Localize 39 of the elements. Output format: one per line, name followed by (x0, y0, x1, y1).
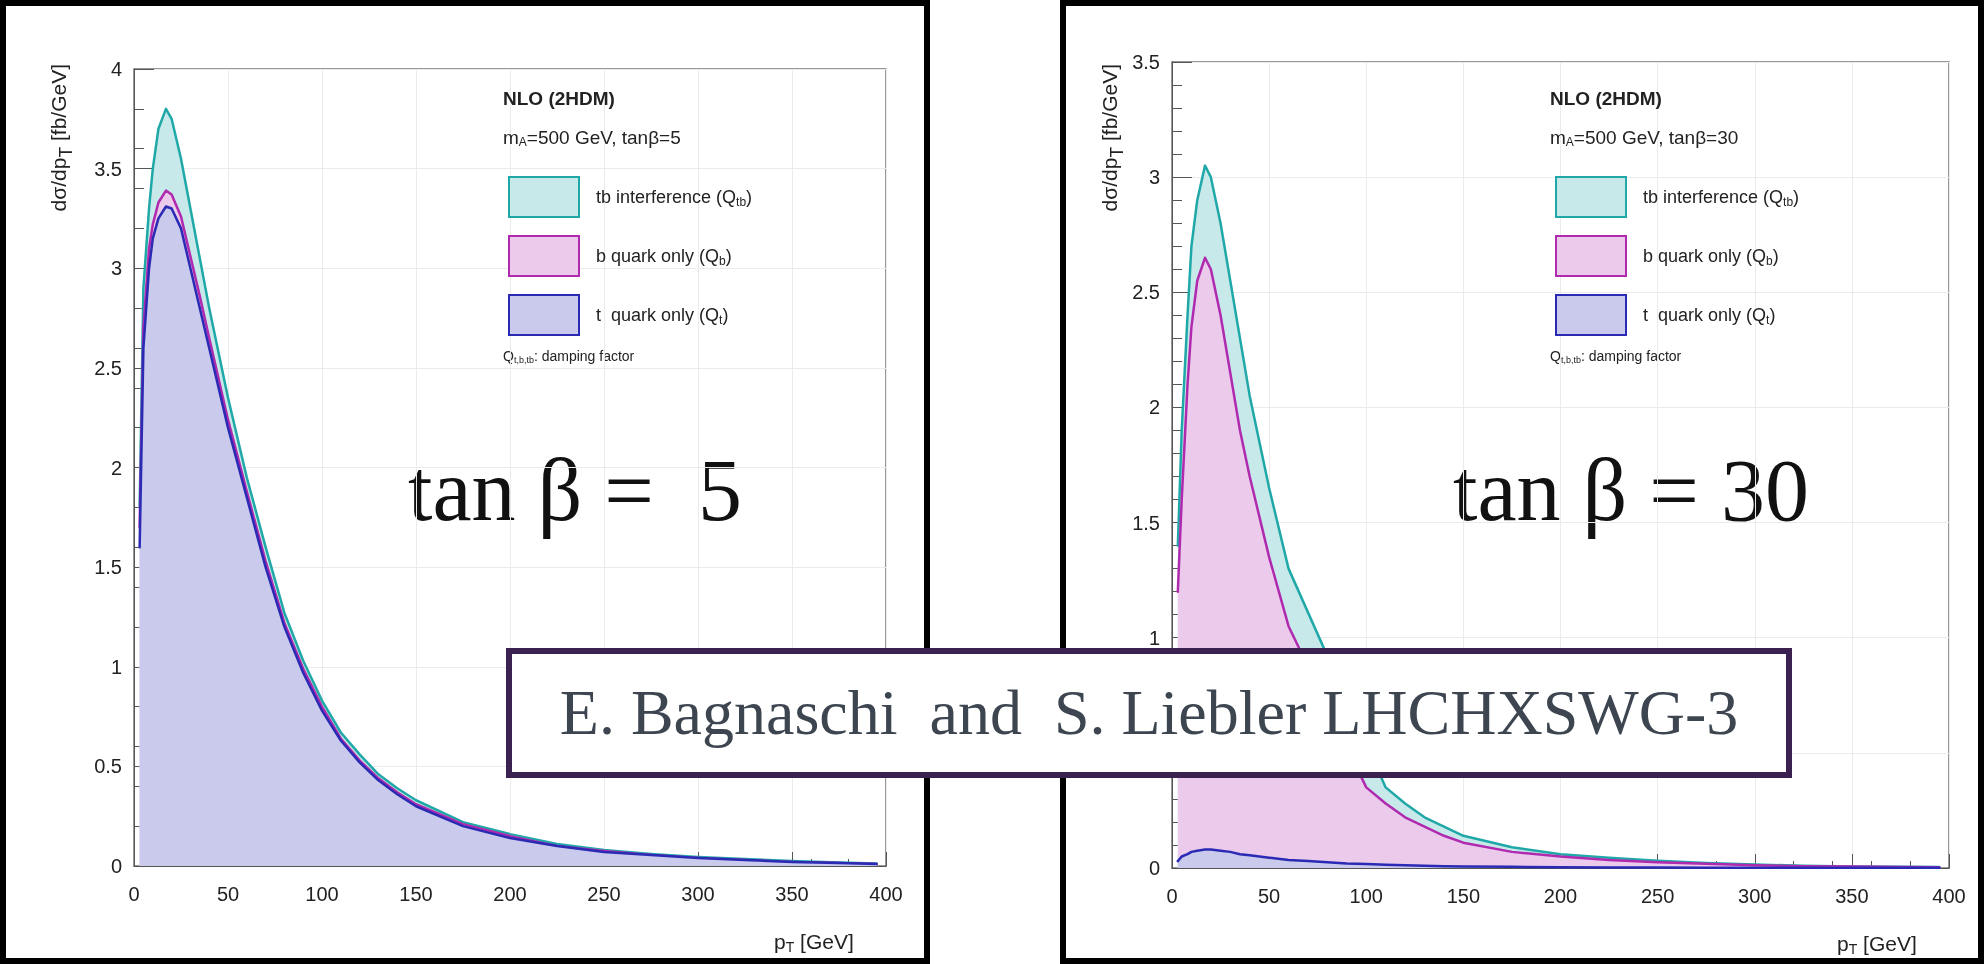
x-tick-label: 100 (305, 883, 339, 905)
y-tick-label: 2 (1148, 396, 1160, 419)
y-tick-label: 1.5 (1132, 511, 1160, 534)
y-tick-label: 0.5 (94, 755, 122, 778)
x-tick-label: 150 (1446, 885, 1481, 907)
x-tick-label: 200 (1543, 885, 1578, 907)
y-tick-label: 4 (110, 58, 122, 80)
x-tick-label: 100 (1349, 885, 1383, 907)
y-tick-label: 3.5 (94, 157, 122, 180)
y-tick-label: 1 (110, 655, 122, 678)
x-tick-label: 300 (1738, 885, 1772, 907)
x-tick-label: 50 (1258, 885, 1281, 907)
x-tick-label: 400 (1932, 885, 1966, 907)
y-tick-label: 3 (1148, 166, 1160, 189)
x-tick-label: 0 (1166, 885, 1178, 907)
annotation: E. Bagnaschi and S. Liebler LHCHXSWG-3 (506, 648, 1792, 778)
text: NLO (2HDM) (1550, 88, 1662, 109)
x-tick-label: 300 (681, 883, 715, 905)
y-tick-label: 3 (110, 257, 122, 280)
x-tick-label: 250 (1640, 885, 1675, 907)
x-tick-label: 200 (493, 883, 527, 905)
annotation: tan β = 30 (1453, 441, 1809, 539)
y-tick-label: 0 (1148, 857, 1160, 879)
x-tick-label: 0 (128, 883, 140, 905)
x-tick-label: 350 (775, 883, 809, 905)
text: NLO (2HDM) (503, 88, 615, 109)
x-tick-label: 400 (869, 883, 903, 905)
x-tick-label: 50 (216, 883, 240, 905)
y-tick-label: 1 (1148, 626, 1160, 649)
y-tick-label: 2.5 (94, 356, 122, 379)
y-tick-label: 0 (110, 855, 122, 877)
y-tick-label: 2.5 (1132, 281, 1160, 304)
x-tick-label: 250 (587, 883, 621, 905)
x-tick-label: 150 (399, 883, 433, 905)
x-tick-label: 350 (1835, 885, 1869, 907)
annotation: tan β = 5 (408, 441, 742, 539)
y-tick-label: 1.5 (94, 556, 122, 579)
y-tick-label: 3.5 (1132, 51, 1160, 73)
y-tick-label: 2 (110, 456, 122, 479)
